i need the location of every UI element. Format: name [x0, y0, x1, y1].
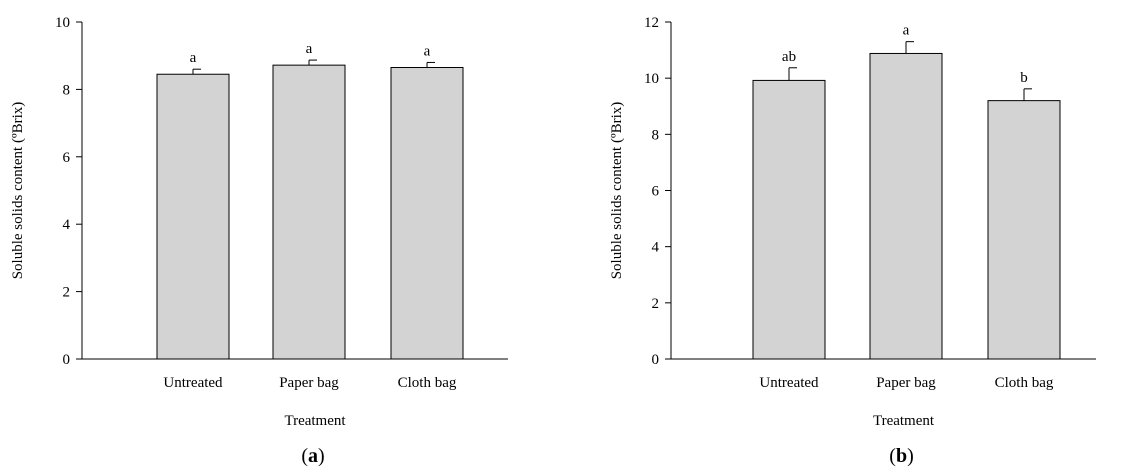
- bar: [272, 64, 346, 360]
- y-tick-label: 12: [644, 15, 659, 31]
- x-tick-label: Cloth bag: [398, 375, 457, 391]
- significance-label: b: [1020, 70, 1028, 86]
- chart-panel-a: 0 2 4 6 8 10 a Untreated a Paper bag a Cloth bag Tre…: [10, 15, 508, 467]
- x-tick-label: Paper bag: [876, 375, 936, 391]
- y-tick-label: 8: [63, 82, 71, 98]
- y-tick-label: 6: [63, 150, 71, 166]
- significance-label: a: [424, 43, 431, 59]
- y-tick-label: 10: [644, 71, 659, 87]
- panel-label: (a): [301, 445, 324, 467]
- bar: [869, 52, 943, 360]
- significance-label: a: [190, 50, 197, 66]
- significance-label: ab: [782, 49, 796, 65]
- y-axis-title: Soluble solids content (ºBrix): [609, 102, 625, 280]
- x-axis-title: Treatment: [284, 413, 346, 429]
- bar: [987, 100, 1061, 360]
- y-tick-label: 0: [652, 352, 660, 368]
- significance-label: a: [903, 23, 910, 39]
- significance-label: a: [306, 41, 313, 57]
- x-axis-title: Treatment: [873, 413, 935, 429]
- x-tick-label: Cloth bag: [995, 375, 1054, 391]
- chart-panel-b: 0 2 4 6 8 10 12 ab Untreated a Paper bag b Cloth bag…: [609, 15, 1096, 467]
- y-tick-label: 2: [63, 285, 71, 301]
- y-axis-title: Soluble solids content (ºBrix): [10, 102, 26, 280]
- x-tick-label: Untreated: [163, 375, 223, 391]
- y-tick-label: 4: [652, 240, 660, 256]
- y-tick-label: 0: [63, 352, 71, 368]
- bar: [752, 79, 826, 360]
- x-tick-label: Untreated: [759, 375, 819, 391]
- bar: [390, 66, 464, 360]
- y-tick-label: 4: [63, 217, 71, 233]
- bar: [156, 73, 230, 360]
- x-tick-label: Paper bag: [279, 375, 339, 391]
- y-tick-label: 2: [652, 296, 660, 312]
- y-tick-label: 8: [652, 127, 660, 143]
- panel-label: (b): [889, 445, 913, 467]
- y-tick-label: 10: [55, 15, 70, 31]
- y-tick-label: 6: [652, 184, 660, 200]
